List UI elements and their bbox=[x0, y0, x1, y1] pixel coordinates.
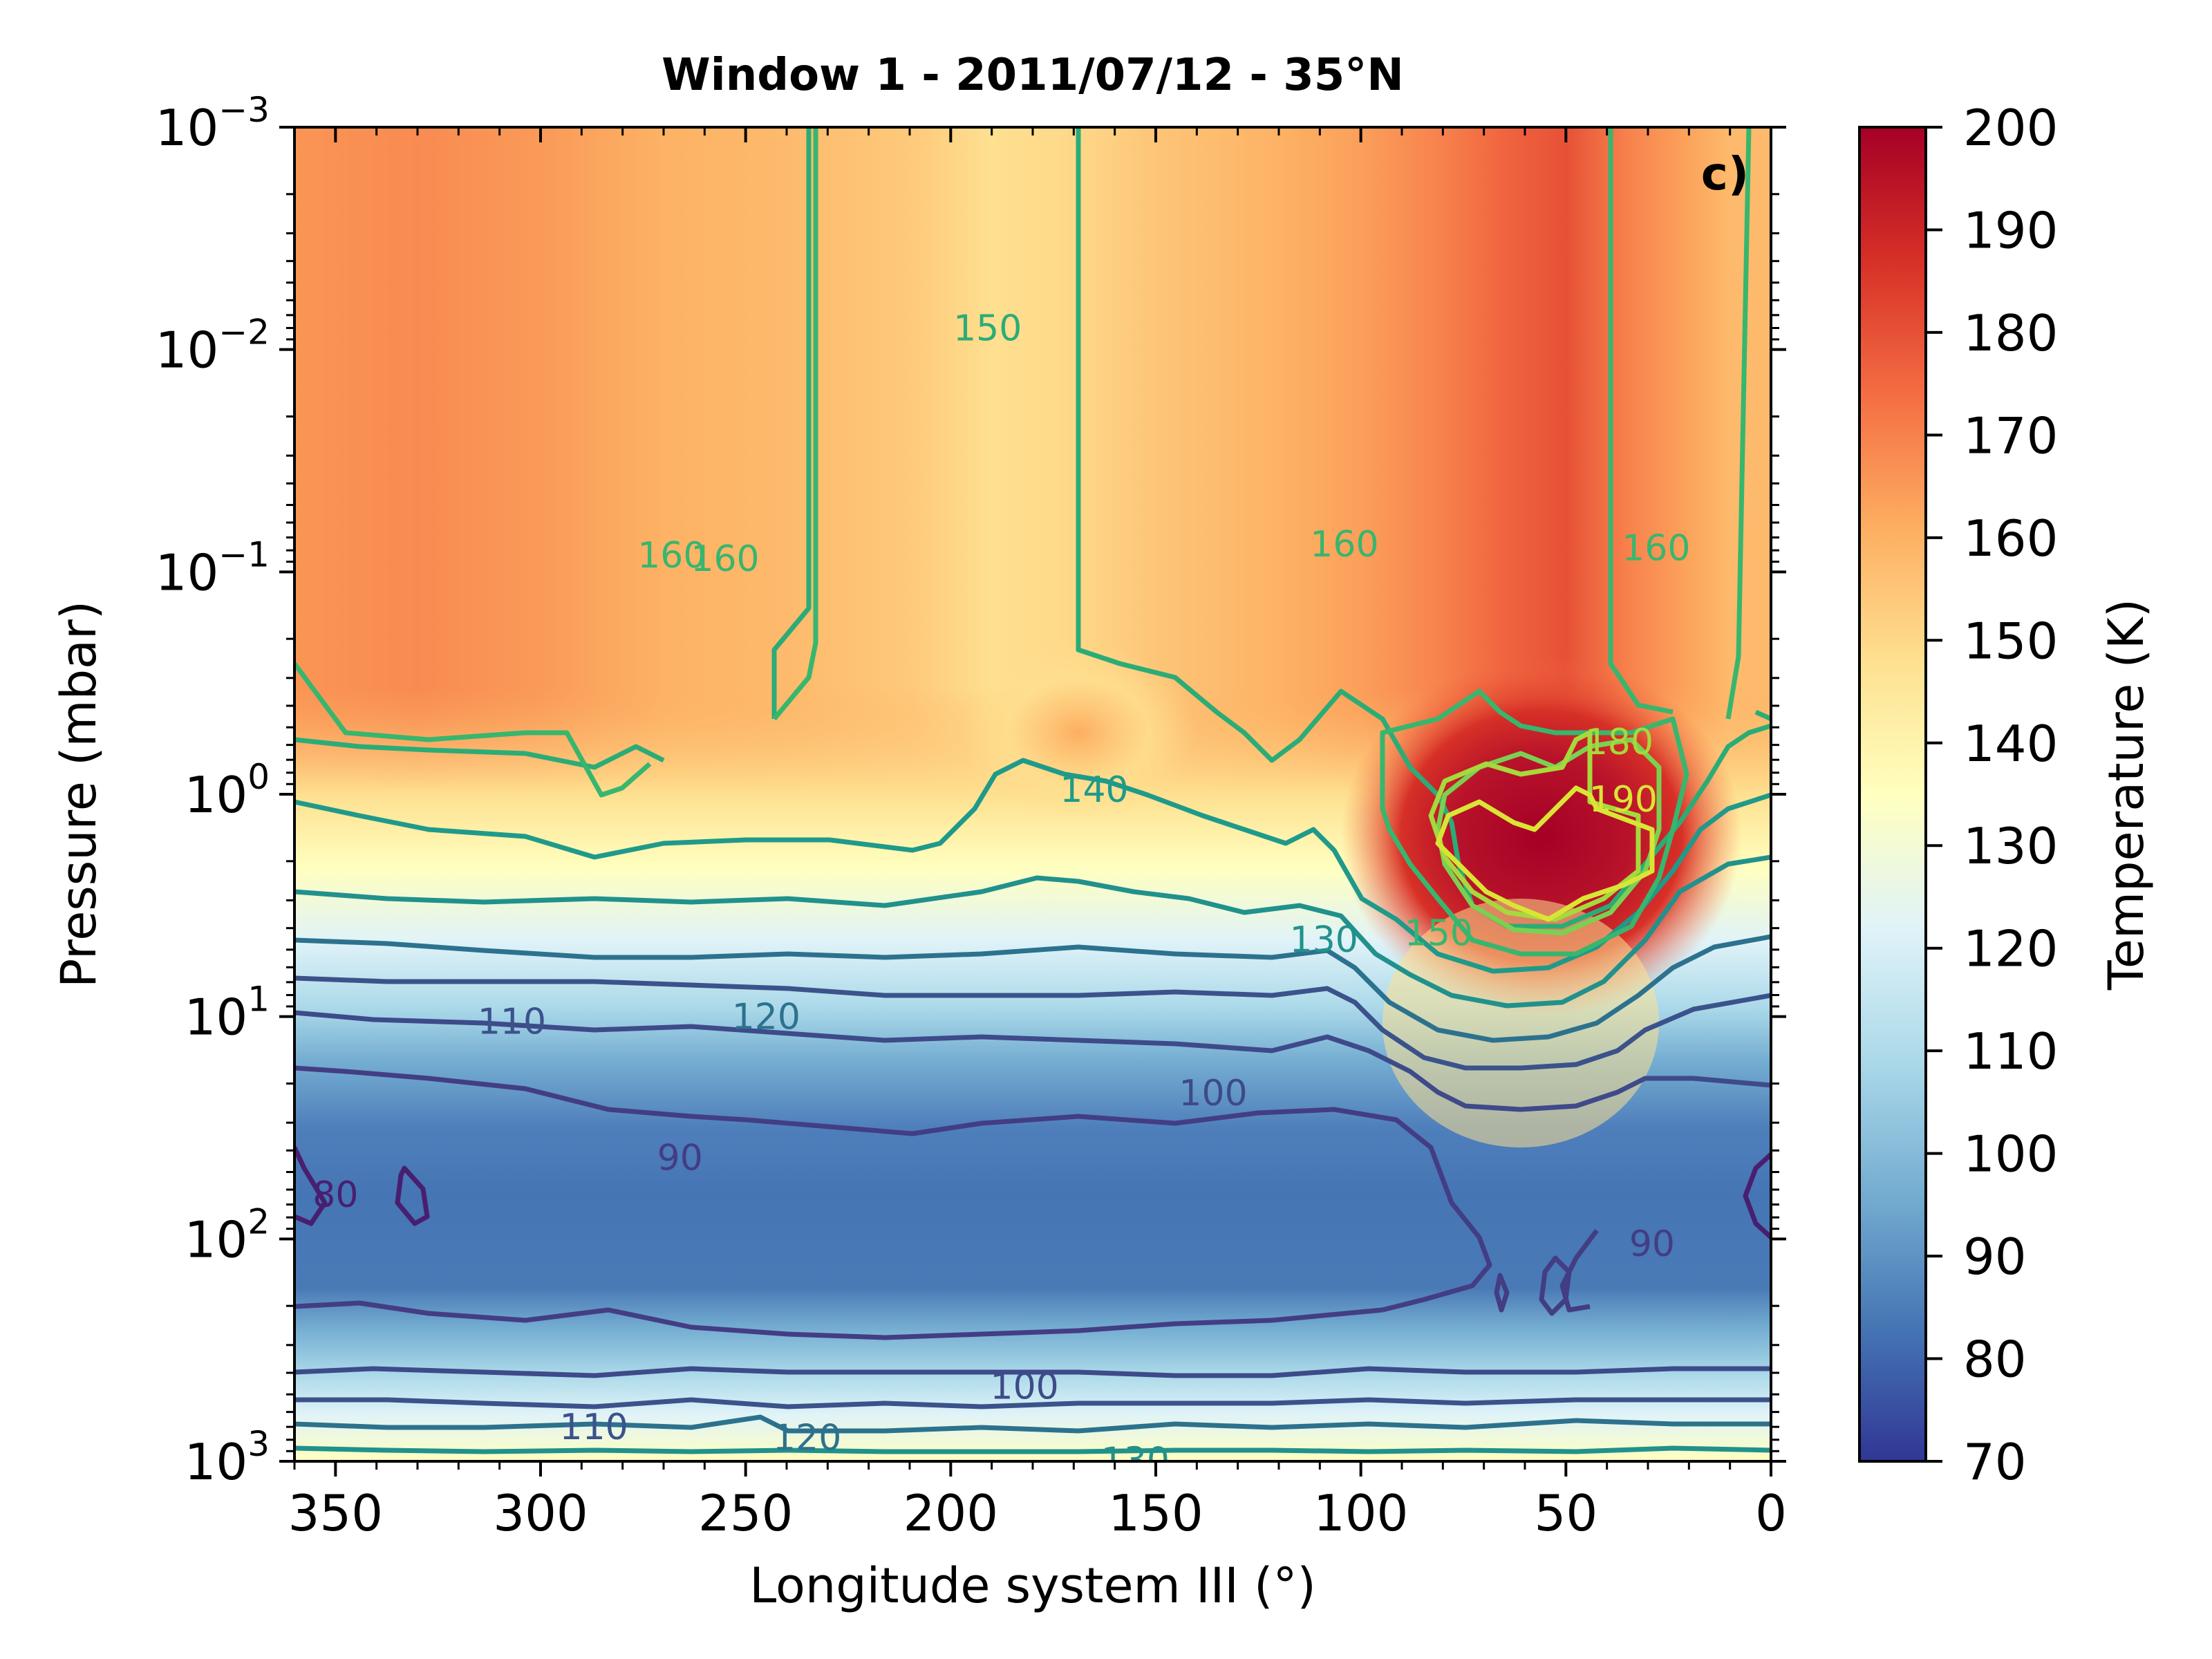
contour-150-left bbox=[294, 737, 665, 770]
contour-110-upper bbox=[294, 975, 1771, 1071]
colorbar-tick-label: 130 bbox=[1963, 817, 2058, 875]
contour-label: 130 bbox=[1290, 919, 1358, 961]
x-tick-label: 150 bbox=[1108, 1484, 1203, 1542]
x-tick-label: 200 bbox=[903, 1484, 998, 1542]
contour-label: 110 bbox=[560, 1407, 628, 1448]
colorbar-tick-label: 180 bbox=[1963, 304, 2058, 362]
contour-lines bbox=[294, 127, 1771, 1454]
x-axis-label: Longitude system III (°) bbox=[749, 1557, 1316, 1614]
y-axis-label: Pressure (mbar) bbox=[50, 601, 107, 988]
y-tick-label: 103 bbox=[185, 1424, 270, 1491]
y-axis: 10−3 10−2 10−1 100 101 102 103 bbox=[156, 90, 1786, 1491]
contour-label: 90 bbox=[657, 1137, 703, 1179]
chart-title: Window 1 - 2011/07/12 - 35°N bbox=[662, 50, 1404, 101]
contour-label: 120 bbox=[773, 1417, 841, 1459]
contour-label: 90 bbox=[1629, 1224, 1675, 1265]
contour-160-left bbox=[294, 662, 652, 798]
x-tick-label: 100 bbox=[1313, 1484, 1408, 1542]
contour-100-lower bbox=[294, 1366, 1771, 1378]
contour-label: 80 bbox=[312, 1174, 358, 1216]
contour-160-right bbox=[1608, 127, 1674, 715]
panel-label: c) bbox=[1701, 147, 1749, 200]
contour-140 bbox=[294, 758, 1771, 974]
contour-150-mid bbox=[771, 127, 812, 719]
contour-label: 100 bbox=[991, 1367, 1059, 1408]
x-axis: 350 300 250 200 150 100 50 0 bbox=[288, 127, 1787, 1542]
contour-160-mid bbox=[772, 127, 818, 721]
y-tick-label: 100 bbox=[185, 757, 270, 824]
contour-label: 140 bbox=[1060, 769, 1128, 811]
contour-90-right bbox=[1559, 1228, 1599, 1313]
colorbar: 708090100110120130140150160170180190200 … bbox=[1858, 99, 2155, 1491]
contour-label: 160 bbox=[691, 538, 759, 580]
y-tick-label: 10−1 bbox=[156, 534, 270, 601]
contour-110-lower bbox=[294, 1397, 1771, 1409]
contour-label: 100 bbox=[1179, 1073, 1247, 1114]
contour-150-edge bbox=[1754, 709, 1771, 722]
heatmap-warm-dip bbox=[961, 643, 1196, 823]
y-tick-label: 101 bbox=[185, 980, 270, 1047]
colorbar-tick-label: 170 bbox=[1963, 406, 2058, 465]
colorbar-tick-label: 90 bbox=[1963, 1228, 2027, 1286]
x-tick-label: 300 bbox=[493, 1484, 588, 1542]
y-tick-label: 102 bbox=[185, 1201, 270, 1268]
contour-180 bbox=[1428, 730, 1641, 922]
contour-label: 120 bbox=[732, 997, 800, 1038]
colorbar-gradient bbox=[1858, 126, 1927, 1463]
colorbar-ticks: 70 80 90 100 110 120 130 140 150 160 170 180 190 200 bbox=[1926, 99, 2058, 1491]
contour-90-small bbox=[1494, 1273, 1510, 1313]
contour-120-lower bbox=[294, 1414, 1771, 1434]
colorbar-tick-label: 110 bbox=[1963, 1022, 2058, 1080]
contour-80-right bbox=[1743, 1152, 1771, 1239]
contour-80-edge bbox=[294, 1146, 328, 1226]
contour-label: 160 bbox=[637, 535, 706, 577]
y-tick-label: 10−3 bbox=[156, 90, 270, 157]
contour-90-upper bbox=[294, 1065, 1492, 1313]
contour-100-upper bbox=[294, 1010, 1771, 1112]
x-tick-label: 250 bbox=[698, 1484, 793, 1542]
colorbar-tick-label: 80 bbox=[1963, 1331, 2027, 1389]
x-tick-label: 0 bbox=[1755, 1484, 1787, 1542]
x-tick-label: 350 bbox=[288, 1484, 383, 1542]
contour-160-hot bbox=[1380, 688, 1689, 957]
colorbar-tick-label: 140 bbox=[1963, 715, 2058, 773]
contour-label: 180 bbox=[1585, 722, 1653, 763]
contour-130-upper bbox=[294, 854, 1771, 1009]
contour-150-main bbox=[1076, 127, 1771, 929]
contour-label: 190 bbox=[1589, 779, 1658, 821]
colorbar-tick-label: 200 bbox=[1963, 99, 2058, 157]
colorbar-tick-label: 190 bbox=[1963, 201, 2058, 259]
contour-label: 130 bbox=[1101, 1441, 1170, 1482]
colorbar-tick-label: 100 bbox=[1963, 1125, 2058, 1183]
heatmap-hotspot-tail bbox=[1382, 899, 1659, 1147]
colorbar-tick-label: 150 bbox=[1963, 612, 2058, 670]
contour-90-lower bbox=[294, 1300, 1383, 1340]
contour-90-loop bbox=[1539, 1255, 1572, 1316]
contour-label: 160 bbox=[1310, 524, 1378, 565]
contour-label: 150 bbox=[953, 308, 1022, 349]
colorbar-label: Temperature (K) bbox=[2098, 599, 2155, 991]
colorbar-tick-label: 70 bbox=[1963, 1433, 2027, 1491]
colorbar-tick-label: 120 bbox=[1963, 920, 2058, 978]
contour-120-upper bbox=[294, 934, 1771, 1043]
x-tick-label: 50 bbox=[1535, 1484, 1598, 1542]
contour-160-edge bbox=[1725, 127, 1752, 720]
contour-130-lower bbox=[294, 1445, 1771, 1454]
y-tick-label: 10−2 bbox=[156, 312, 270, 379]
colorbar-tick-label: 160 bbox=[1963, 509, 2058, 568]
contour-190 bbox=[1435, 785, 1655, 922]
contour-label: 110 bbox=[478, 1001, 546, 1042]
contour-label: 150 bbox=[1405, 912, 1473, 954]
contour-label: 160 bbox=[1622, 528, 1690, 570]
contour-80-left bbox=[395, 1165, 430, 1226]
